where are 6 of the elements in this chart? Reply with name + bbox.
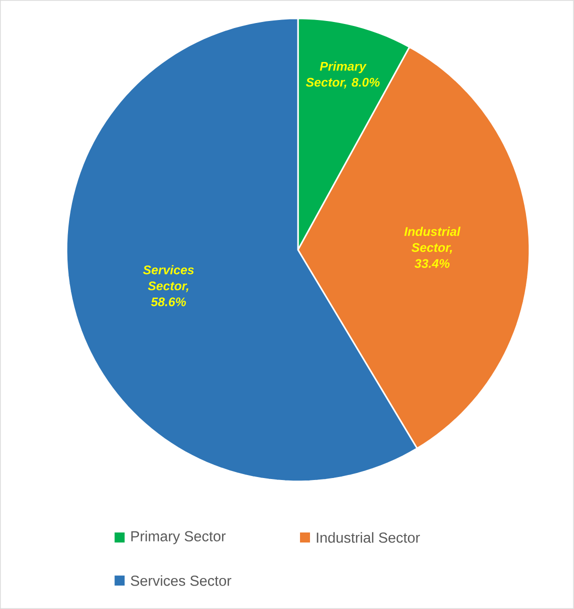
legend-label: Services Sector [130,575,232,586]
data-label: Primary Sector, 8.0% [306,62,380,88]
legend-label: Industrial Sector [316,532,420,543]
data-label: Services Sector, 58.6% [143,265,194,306]
legend-label: Primary Sector [131,530,226,544]
data-label: Industrial Sector, 33.4% [404,226,461,268]
